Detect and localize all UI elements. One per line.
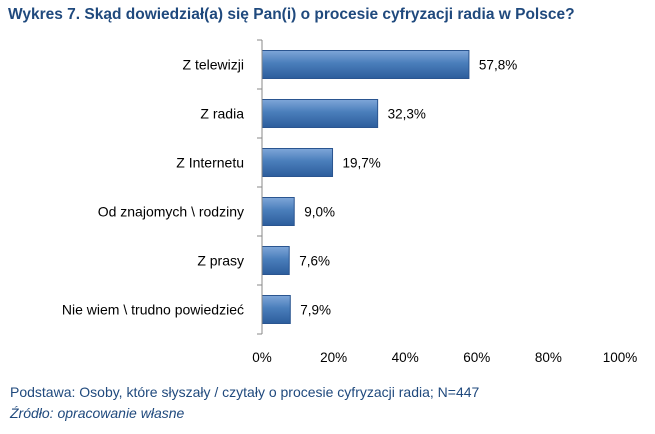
bar xyxy=(261,246,290,275)
x-tick-label: 100% xyxy=(603,350,638,365)
x-tick-label: 60% xyxy=(463,350,490,365)
value-label: 7,6% xyxy=(299,254,330,269)
bar xyxy=(261,50,470,79)
bars-group: Z telewizji 57,8% Z radia 32,3% Z Internetu 1… xyxy=(62,50,517,324)
value-label: 57,8% xyxy=(479,58,517,73)
footnote-source: Źródło: opracowanie własne xyxy=(10,405,185,421)
bar xyxy=(261,99,379,128)
value-label: 32,3% xyxy=(388,107,426,122)
value-label: 19,7% xyxy=(343,156,381,171)
value-label: 9,0% xyxy=(304,205,335,220)
chart-title: Wykres 7. Skąd dowiedział(a) się Pan(i) … xyxy=(8,6,575,23)
x-tick-label: 40% xyxy=(392,350,419,365)
bar xyxy=(261,148,334,177)
x-tick-label: 0% xyxy=(252,350,272,365)
category-label: Od znajomych \ rodziny xyxy=(98,204,244,220)
x-tick-label: 20% xyxy=(320,350,347,365)
axes-group: 0% 20% 40% 60% 80% 100% xyxy=(252,39,638,365)
footnote-basis: Podstawa: Osoby, które słyszały / czytał… xyxy=(10,384,480,400)
category-label: Z prasy xyxy=(197,253,244,269)
category-label: Z telewizji xyxy=(183,57,244,73)
bar xyxy=(261,197,295,226)
category-label: Nie wiem \ trudno powiedzieć xyxy=(62,302,244,318)
category-label: Z radia xyxy=(200,106,244,122)
x-tick-label: 80% xyxy=(535,350,562,365)
value-label: 7,9% xyxy=(300,303,331,318)
bar xyxy=(261,295,291,324)
category-label: Z Internetu xyxy=(176,155,244,171)
